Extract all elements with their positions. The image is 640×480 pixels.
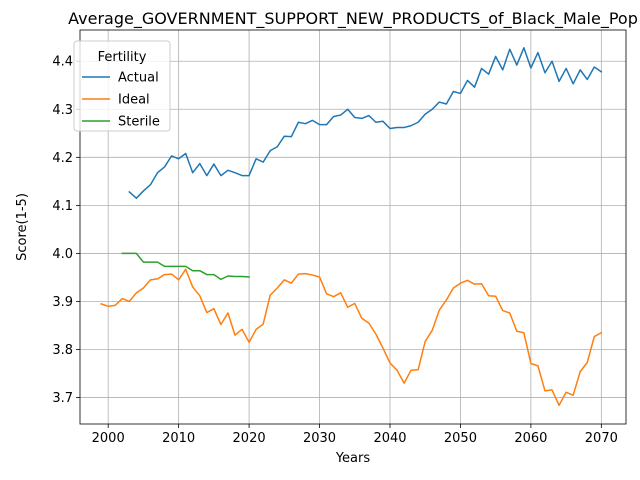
- chart-title: Average_GOVERNMENT_SUPPORT_NEW_PRODUCTS_…: [68, 9, 638, 29]
- legend-label-sterile: Sterile: [118, 115, 160, 130]
- series-line-sterile: [121, 252, 250, 281]
- x-tick-label: 2000: [92, 431, 125, 446]
- legend-box: [73, 40, 171, 132]
- series-line-actual: [128, 47, 603, 199]
- x-tick-label: 2050: [444, 431, 477, 446]
- y-axis-label: Score(1-5): [15, 193, 30, 261]
- x-tick-label: 2070: [585, 431, 618, 446]
- y-tick-label: 4.0: [52, 247, 73, 262]
- x-axis-label: Years: [335, 451, 371, 466]
- legend-label-actual: Actual: [118, 71, 159, 86]
- series-line-ideal: [100, 268, 603, 407]
- x-tick-label: 2010: [162, 431, 195, 446]
- plot-background: [80, 30, 626, 424]
- y-tick-label: 4.3: [52, 103, 73, 118]
- x-tick-label: 2030: [303, 431, 336, 446]
- x-tick-label: 2040: [373, 431, 406, 446]
- x-tick-label: 2060: [514, 431, 547, 446]
- legend-label-ideal: Ideal: [118, 93, 150, 108]
- grid: [80, 30, 626, 424]
- series-lines: [100, 47, 603, 407]
- y-tick-label: 4.2: [52, 151, 73, 166]
- y-tick-label: 4.4: [52, 55, 73, 70]
- x-tick-label: 2020: [233, 431, 266, 446]
- y-tick-label: 3.7: [52, 391, 73, 406]
- axis-ticks: 2000 2010 2020 2030 2040 2050 2060 2070 3.7 3.8 3.…: [52, 55, 618, 446]
- legend: Fertility Actual Ideal Sterile: [73, 40, 171, 132]
- legend-title: Fertility: [98, 50, 147, 65]
- y-tick-label: 4.1: [52, 199, 73, 214]
- y-tick-label: 3.8: [52, 343, 73, 358]
- plot-frame: [79, 29, 627, 425]
- y-tick-label: 3.9: [52, 295, 73, 310]
